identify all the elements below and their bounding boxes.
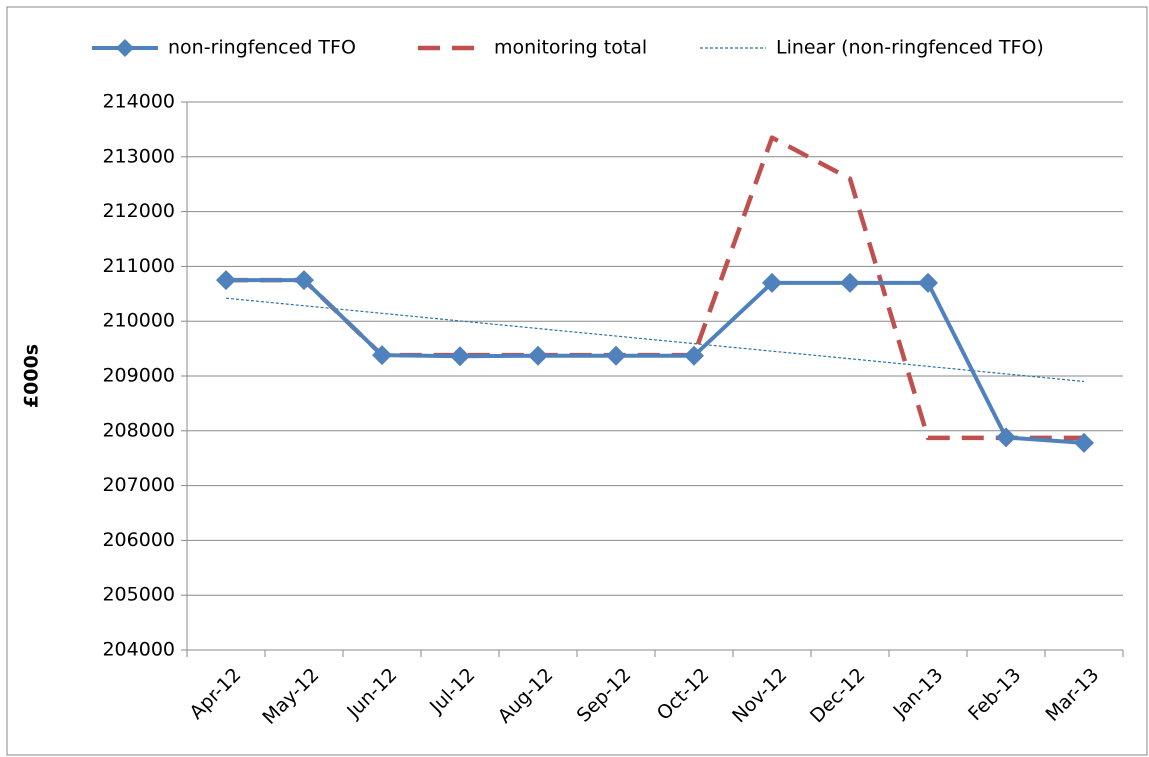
data-marker [684, 345, 704, 366]
chart-border [6, 6, 1148, 756]
data-marker [1074, 432, 1094, 453]
y-tick-label: 212000 [102, 200, 175, 222]
data-marker [372, 345, 392, 366]
data-marker [606, 345, 626, 366]
data-marker [216, 270, 236, 291]
legend-label: monitoring total [494, 37, 647, 59]
y-tick-label: 207000 [102, 474, 175, 496]
data-marker [996, 427, 1016, 448]
y-tick-label: 214000 [102, 91, 175, 113]
y-tick-label: 213000 [102, 145, 175, 167]
legend-label: non-ringfenced TFO [168, 37, 356, 59]
y-axis-label: £000s [21, 344, 43, 408]
data-marker [762, 272, 782, 293]
y-tick-label: 210000 [102, 310, 175, 332]
y-tick-label: 208000 [102, 419, 175, 441]
series-line [226, 278, 1085, 445]
y-tick-label: 206000 [102, 529, 175, 551]
data-marker [450, 346, 470, 367]
y-tick-label: 205000 [102, 584, 175, 606]
data-marker [528, 345, 548, 366]
y-tick-label: 211000 [102, 255, 175, 277]
legend-label: Linear (non-ringfenced TFO) [776, 37, 1044, 59]
y-tick-label: 204000 [102, 639, 175, 661]
legend-marker [116, 39, 134, 57]
y-tick-label: 209000 [102, 365, 175, 387]
data-marker [294, 270, 314, 291]
data-marker [918, 272, 938, 293]
data-marker [840, 272, 860, 293]
series-line [225, 297, 1085, 383]
